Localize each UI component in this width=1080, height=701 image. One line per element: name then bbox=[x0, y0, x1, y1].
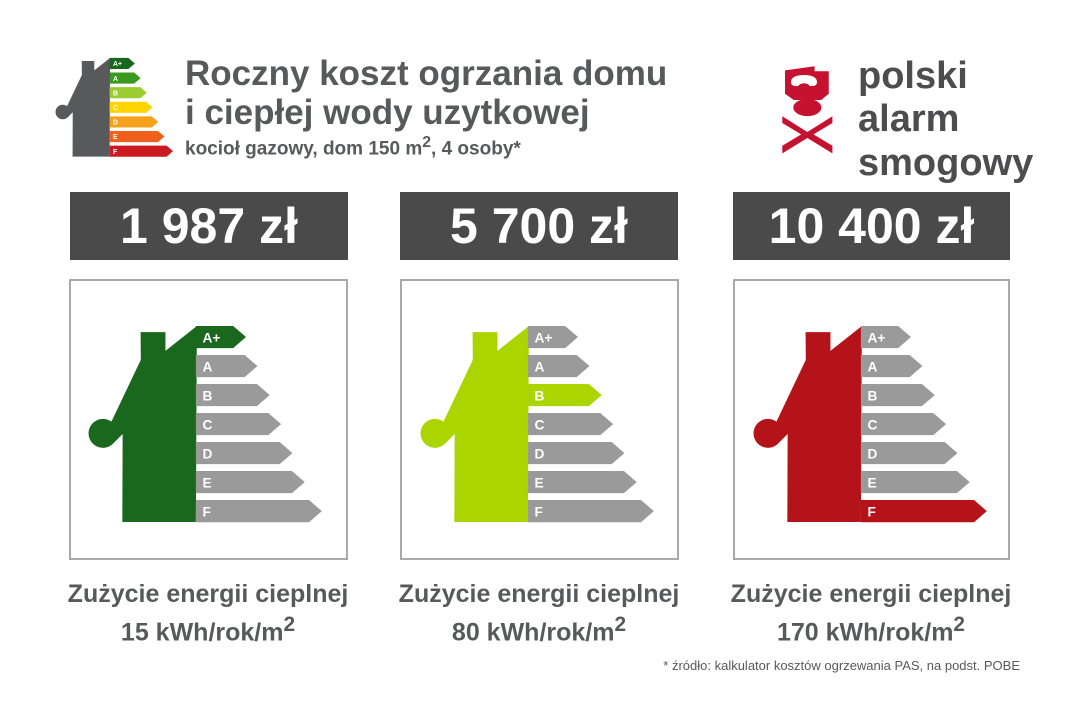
svg-text:D: D bbox=[868, 446, 878, 461]
svg-text:E: E bbox=[868, 475, 877, 490]
svg-text:D: D bbox=[113, 120, 118, 127]
svg-text:C: C bbox=[203, 417, 213, 432]
svg-text:D: D bbox=[203, 446, 213, 461]
svg-text:F: F bbox=[113, 149, 117, 156]
svg-text:C: C bbox=[535, 417, 545, 432]
svg-text:E: E bbox=[203, 475, 212, 490]
svg-text:F: F bbox=[868, 504, 876, 519]
svg-text:F: F bbox=[203, 504, 211, 519]
svg-text:A: A bbox=[535, 359, 545, 374]
svg-text:B: B bbox=[535, 388, 545, 403]
svg-text:A+: A+ bbox=[113, 61, 122, 68]
svg-text:A+: A+ bbox=[203, 330, 221, 345]
svg-text:C: C bbox=[868, 417, 878, 432]
svg-text:A: A bbox=[868, 359, 878, 374]
svg-text:C: C bbox=[113, 105, 118, 112]
svg-text:F: F bbox=[535, 504, 543, 519]
svg-text:B: B bbox=[203, 388, 213, 403]
svg-text:B: B bbox=[868, 388, 878, 403]
svg-text:B: B bbox=[113, 90, 118, 97]
svg-text:D: D bbox=[535, 446, 545, 461]
svg-text:A+: A+ bbox=[535, 330, 553, 345]
svg-text:E: E bbox=[113, 134, 118, 141]
svg-text:A+: A+ bbox=[868, 330, 886, 345]
svg-text:E: E bbox=[535, 475, 544, 490]
svg-text:A: A bbox=[113, 76, 118, 83]
svg-text:A: A bbox=[203, 359, 213, 374]
